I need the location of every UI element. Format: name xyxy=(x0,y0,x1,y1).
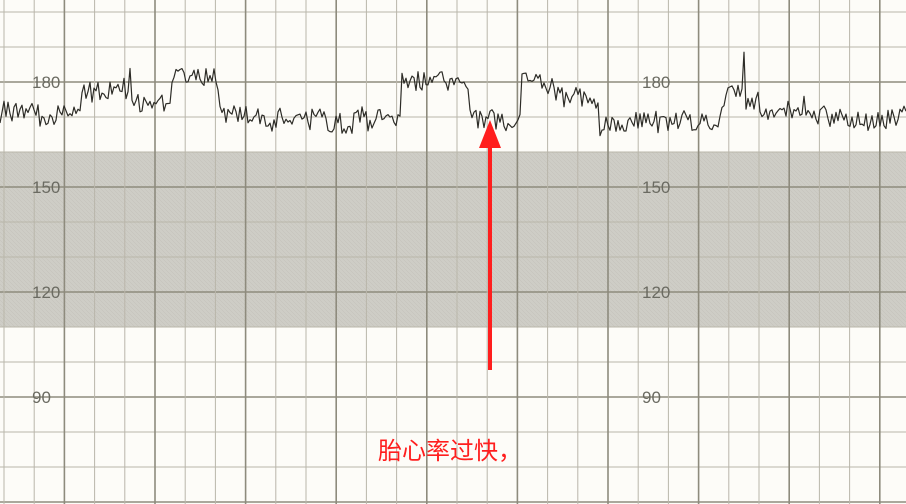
y-tick-label: 120 xyxy=(32,283,60,302)
y-tick-label: 150 xyxy=(642,178,670,197)
y-tick-label: 180 xyxy=(642,73,670,92)
y-tick-label: 150 xyxy=(32,178,60,197)
y-tick-label: 180 xyxy=(32,73,60,92)
chart-svg: 90 120 150 180 90 120 150 180 xyxy=(0,0,906,504)
y-tick-label: 120 xyxy=(642,283,670,302)
y-tick-label: 90 xyxy=(642,388,661,407)
y-tick-label: 90 xyxy=(32,388,51,407)
fhr-chart: 9012015018090120150180 胎心率过快， 在170次/分左右波… xyxy=(0,0,906,504)
